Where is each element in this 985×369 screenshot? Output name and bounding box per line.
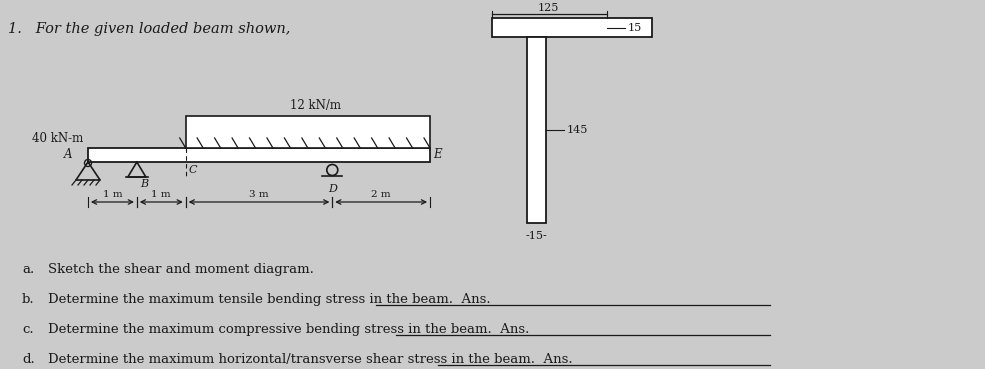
Text: 1 m: 1 m (102, 190, 122, 199)
Text: Sketch the shear and moment diagram.: Sketch the shear and moment diagram. (48, 263, 314, 276)
Text: B: B (140, 179, 148, 189)
Bar (186, 116, 430, 148)
Text: 145: 145 (566, 125, 588, 135)
Text: c.: c. (22, 323, 33, 336)
Text: d.: d. (22, 353, 34, 366)
Text: 40 kN-m: 40 kN-m (32, 131, 83, 145)
Text: Determine the maximum horizontal/transverse shear stress in the beam.  Ans.: Determine the maximum horizontal/transve… (48, 353, 572, 366)
Text: 1 m: 1 m (152, 190, 171, 199)
Text: 1.   For the given loaded beam shown,: 1. For the given loaded beam shown, (8, 22, 291, 36)
Text: 2 m: 2 m (371, 190, 391, 199)
FancyBboxPatch shape (88, 148, 430, 162)
Text: 3 m: 3 m (249, 190, 269, 199)
Text: Determine the maximum compressive bending stress in the beam.  Ans.: Determine the maximum compressive bendin… (48, 323, 529, 336)
Text: 15: 15 (627, 23, 641, 32)
Text: b.: b. (22, 293, 34, 306)
Text: 125: 125 (537, 3, 558, 13)
Text: a.: a. (22, 263, 34, 276)
Bar (492, 18, 652, 37)
Text: D: D (328, 184, 337, 194)
Text: -15-: -15- (526, 231, 548, 241)
Text: E: E (433, 148, 441, 162)
Text: C: C (189, 165, 197, 175)
Bar (527, 37, 547, 223)
Text: Determine the maximum tensile bending stress in the beam.  Ans.: Determine the maximum tensile bending st… (48, 293, 491, 306)
Text: 12 kN/m: 12 kN/m (291, 99, 342, 112)
Text: A: A (63, 148, 72, 162)
